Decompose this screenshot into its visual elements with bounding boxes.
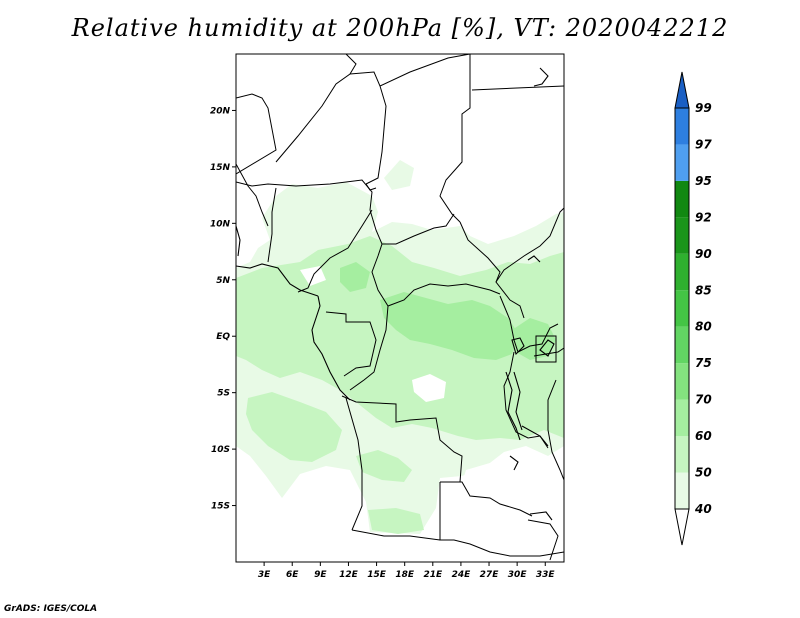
colorbar-swatch <box>675 436 689 473</box>
lat-tick-label: 15S <box>211 502 230 512</box>
latitude-axis: 20N 15N 10N 5N EQ 5S 10S 15S <box>210 106 236 512</box>
colorbar-swatch <box>675 217 689 254</box>
colorbar-level-label: 97 <box>695 137 712 151</box>
rh-60-70-region <box>368 508 424 534</box>
colorbar-lower-arrow <box>674 508 690 546</box>
colorbar-level-label: 95 <box>695 174 712 188</box>
colorbar: 40 50 60 70 75 80 85 90 92 95 97 99 <box>674 71 712 546</box>
colorbar-swatch <box>675 399 689 437</box>
map-frame <box>235 53 565 563</box>
lat-tick-label: 5N <box>216 276 230 286</box>
lon-tick-label: 18E <box>395 570 415 580</box>
colorbar-level-label: 92 <box>695 210 712 224</box>
colorbar-swatch <box>675 472 689 509</box>
lat-tick-label: EQ <box>216 332 230 342</box>
country-borders <box>236 54 564 561</box>
colorbar-level-label: 60 <box>695 429 712 443</box>
rh-70-75-region <box>340 262 370 292</box>
colorbar-swatch <box>675 144 689 181</box>
rh-60-70-region <box>236 236 564 440</box>
lon-tick-label: 3E <box>258 570 271 580</box>
chart-title: Relative humidity at 200hPa [%], VT: 202… <box>71 14 729 42</box>
colorbar-swatch <box>675 180 689 218</box>
lon-tick-label: 33E <box>536 570 556 580</box>
rh-60-70-region <box>246 392 342 462</box>
lat-tick-label: 10S <box>211 445 230 455</box>
colorbar-level-label: 70 <box>695 393 712 407</box>
colorbar-swatch <box>675 290 689 327</box>
colorbar-level-label: 50 <box>695 466 712 480</box>
lon-tick-label: 21E <box>423 570 443 580</box>
lon-tick-label: 12E <box>339 570 359 580</box>
lat-tick-label: 5S <box>217 389 230 399</box>
colorbar-swatch <box>675 363 689 400</box>
dry-pocket <box>412 374 446 402</box>
colorbar-level-label: 80 <box>695 320 712 334</box>
colorbar-level-label: 40 <box>694 502 712 516</box>
lon-tick-label: 6E <box>286 570 299 580</box>
lat-tick-label: 10N <box>210 219 231 229</box>
humidity-field <box>236 160 564 540</box>
coastlines-and-lakes <box>236 67 555 521</box>
dry-pocket <box>458 460 548 540</box>
longitude-axis: 3E 6E 9E 12E 15E 18E 21E 24E 27E 30E 33E <box>258 562 556 580</box>
lon-tick-label: 27E <box>480 570 500 580</box>
lat-tick-label: 20N <box>210 106 231 116</box>
colorbar-level-label: 75 <box>695 356 712 370</box>
lon-tick-label: 24E <box>452 570 472 580</box>
colorbar-swatch <box>675 326 689 364</box>
lon-tick-label: 15E <box>367 570 387 580</box>
lon-tick-label: 30E <box>508 570 528 580</box>
grads-credit: GrADS: IGES/COLA <box>4 604 98 614</box>
rh-60-70-region <box>356 450 412 482</box>
colorbar-level-label: 99 <box>695 101 712 115</box>
colorbar-level-label: 90 <box>695 247 712 261</box>
colorbar-upper-arrow <box>674 71 690 109</box>
colorbar-level-label: 85 <box>695 283 712 297</box>
lat-tick-label: 15N <box>210 163 231 173</box>
rh-70-75-region <box>380 292 520 360</box>
lon-tick-label: 9E <box>314 570 327 580</box>
colorbar-outline <box>674 107 690 510</box>
colorbar-swatch <box>675 108 689 145</box>
colorbar-swatch <box>675 253 689 291</box>
rh-50-60-region <box>384 160 414 190</box>
